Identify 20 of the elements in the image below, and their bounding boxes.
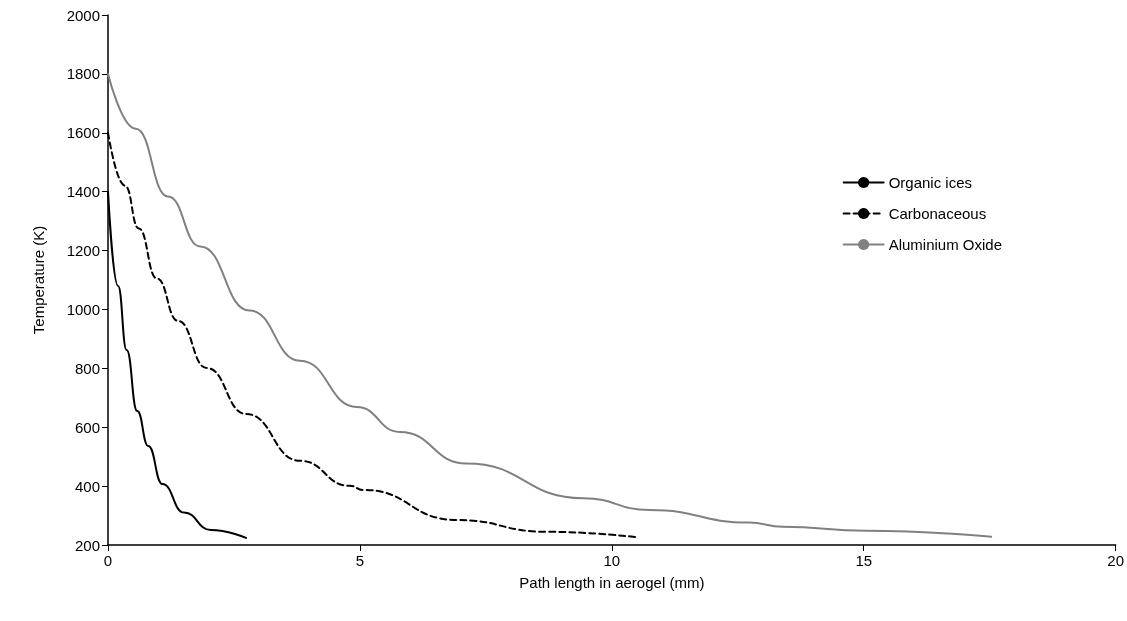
x-tick-label: 15 bbox=[855, 552, 873, 569]
y-tick-label: 1800 bbox=[66, 65, 100, 83]
legend-label: Carbonaceous bbox=[888, 205, 987, 222]
legend-label: Aluminium Oxide bbox=[888, 236, 1002, 253]
y-tick-label: 400 bbox=[74, 477, 100, 495]
y-tick-label: 800 bbox=[74, 359, 100, 377]
y-tick-label: 1400 bbox=[66, 183, 100, 201]
y-tick-label: 1000 bbox=[66, 300, 100, 318]
y-axis-title: Temperature (K) bbox=[30, 225, 47, 335]
y-tick-label: 1600 bbox=[66, 124, 100, 142]
y-tick-label: 600 bbox=[74, 418, 100, 436]
y-tick-label: 2000 bbox=[66, 6, 100, 24]
y-tick-label: 1200 bbox=[66, 242, 100, 260]
x-tick-label: 20 bbox=[1107, 552, 1124, 569]
x-tick-label: 10 bbox=[603, 552, 621, 569]
legend-label: Organic ices bbox=[888, 174, 972, 191]
x-axis-title: Path length in aerogel (mm) bbox=[519, 574, 705, 591]
x-tick-label: 5 bbox=[355, 552, 365, 569]
x-tick-label: 0 bbox=[103, 552, 113, 569]
y-tick-label: 200 bbox=[74, 536, 100, 554]
